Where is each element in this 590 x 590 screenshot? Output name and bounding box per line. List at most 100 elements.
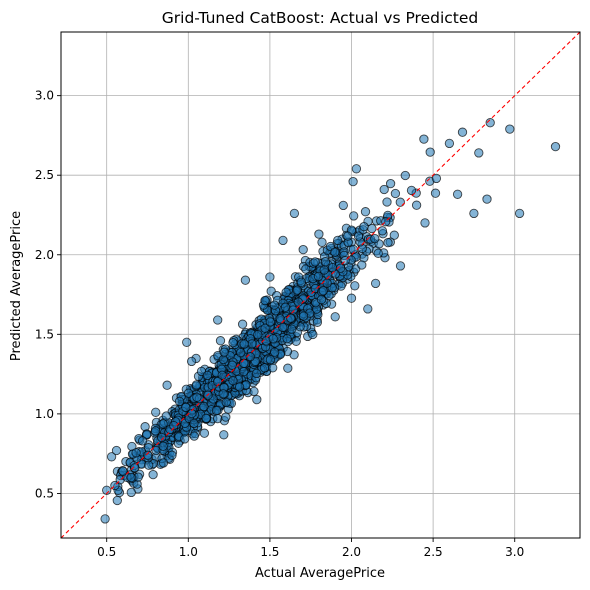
data-point [161, 411, 171, 421]
data-point [192, 392, 202, 402]
data-point [239, 339, 249, 349]
data-point [269, 300, 280, 310]
data-point [201, 413, 211, 423]
data-point [102, 485, 112, 495]
y-tick-label: 3.0 [35, 89, 54, 103]
y-axis-ticks: 0.5 1.0 1.5 2.0 2.5 3.0 [35, 89, 61, 500]
data-point [212, 413, 223, 424]
plot-frame [60, 31, 581, 539]
data-point [278, 235, 288, 246]
data-point [158, 419, 168, 429]
data-point [390, 188, 401, 199]
data-point [169, 420, 179, 431]
data-point [482, 194, 492, 204]
data-point [259, 363, 270, 373]
data-point [296, 277, 306, 287]
data-point [215, 336, 226, 346]
data-point [167, 450, 177, 460]
data-point [106, 452, 117, 462]
data-point [278, 322, 288, 333]
data-point [395, 261, 406, 271]
data-point [377, 226, 388, 236]
data-point [237, 319, 248, 329]
data-point [240, 275, 251, 285]
data-point [289, 208, 300, 219]
data-point [148, 469, 158, 480]
data-point [100, 514, 110, 524]
data-point [150, 426, 161, 436]
data-point [282, 334, 292, 344]
data-point [313, 271, 324, 282]
data-point [268, 363, 278, 373]
data-point [469, 208, 479, 219]
data-point [346, 293, 357, 303]
data-point [505, 124, 515, 134]
data-point [265, 317, 275, 327]
data-point [314, 229, 324, 239]
data-point [452, 189, 463, 199]
data-point [400, 170, 410, 181]
data-point [292, 285, 302, 295]
data-point [126, 487, 136, 498]
x-axis-ticks: 0.5 1.0 1.5 2.0 2.5 3.0 [97, 538, 524, 559]
data-point [219, 430, 229, 440]
data-point [157, 432, 167, 443]
data-point [474, 148, 484, 158]
data-point [189, 418, 199, 429]
data-point [249, 386, 259, 397]
data-point [137, 436, 148, 446]
data-point [370, 233, 380, 244]
data-point [298, 311, 309, 321]
x-tick-label: 2.0 [342, 545, 361, 559]
data-point [218, 389, 228, 399]
data-point [333, 235, 343, 246]
data-point [217, 370, 227, 380]
data-point [317, 237, 327, 247]
data-point [425, 147, 435, 157]
data-point [228, 376, 238, 386]
data-point [550, 141, 561, 152]
data-point [359, 221, 369, 232]
data-point [383, 237, 393, 248]
x-tick-label: 1.0 [179, 545, 198, 559]
data-point [406, 185, 417, 196]
data-point [338, 200, 348, 211]
plot-area [61, 32, 580, 538]
data-point [312, 317, 323, 327]
data-point [260, 295, 270, 306]
data-point [444, 138, 455, 149]
data-point [360, 207, 371, 217]
data-point [118, 466, 128, 476]
data-point [131, 448, 141, 458]
data-point [280, 302, 291, 312]
data-point [265, 355, 276, 365]
data-point [316, 294, 327, 305]
data-point [219, 347, 229, 357]
y-tick-label: 1.0 [35, 407, 54, 421]
data-point [385, 178, 396, 189]
data-point [318, 286, 328, 296]
data-point [293, 297, 303, 307]
data-point [221, 412, 231, 422]
data-point [420, 218, 430, 228]
data-point [187, 408, 197, 419]
data-point [327, 262, 338, 273]
data-point [286, 313, 296, 323]
data-point [174, 396, 185, 407]
data-point [382, 197, 392, 207]
data-point [351, 164, 362, 174]
data-point [213, 315, 223, 325]
data-point [379, 184, 389, 195]
y-tick-label: 2.5 [35, 168, 54, 182]
data-point [310, 257, 320, 267]
data-point [268, 334, 278, 344]
data-point [158, 458, 169, 468]
data-point [373, 248, 383, 258]
data-point [189, 431, 199, 441]
data-point [419, 134, 429, 144]
data-point [112, 495, 122, 506]
data-point [144, 460, 154, 470]
data-point [301, 264, 311, 274]
data-point [363, 304, 373, 314]
data-point [253, 330, 263, 340]
